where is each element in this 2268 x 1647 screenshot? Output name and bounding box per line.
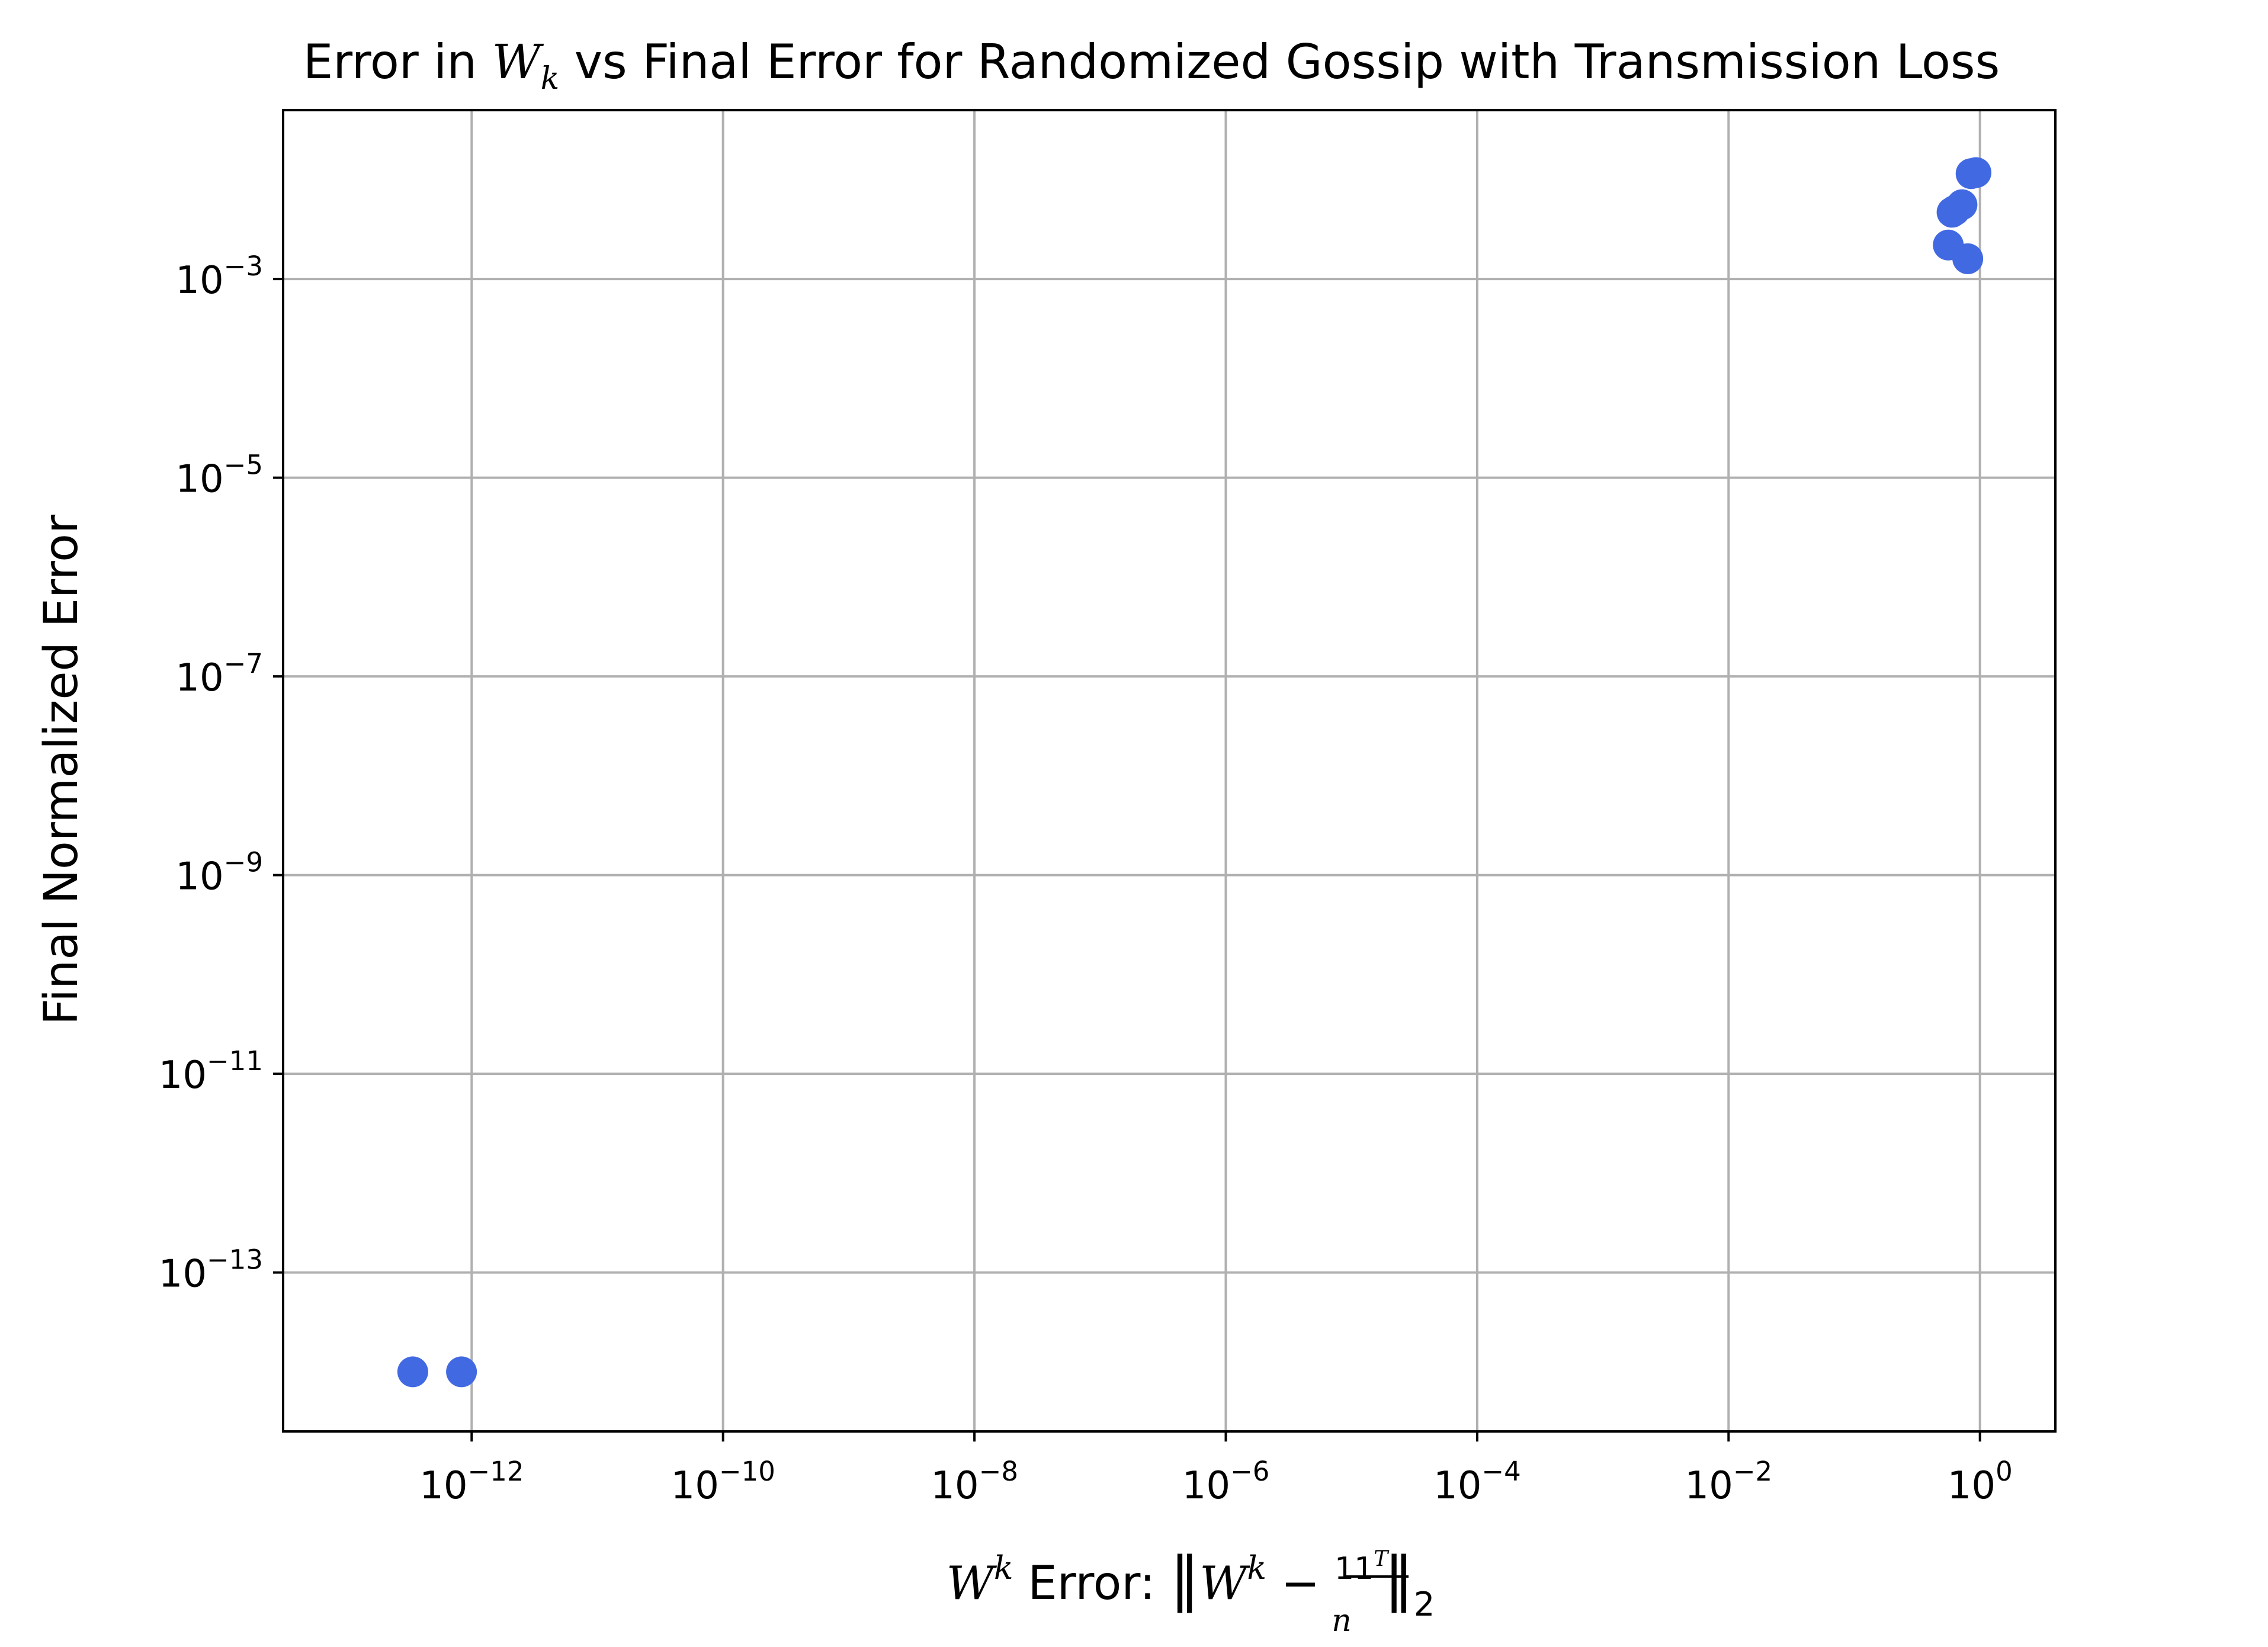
- data-point-0: [397, 1356, 428, 1388]
- data-points: [397, 157, 1991, 1388]
- plot-frame: [282, 109, 2057, 1433]
- x-axis-ticks: 10−12 10−10 10−8 10−6 10−4 10−2 100: [419, 1431, 2013, 1508]
- y-axis-label: Final Normalized Error: [35, 514, 88, 1025]
- y-tick-label: 10−5: [175, 450, 263, 502]
- y-tick-label: 10−11: [159, 1045, 263, 1097]
- x-tick-label: 10−8: [931, 1456, 1018, 1508]
- data-point-6: [1939, 195, 1971, 226]
- grid-lines: [283, 110, 2055, 1431]
- x-axis-label: Wk Error: ‖Wk − 11T n‖2: [947, 1544, 1435, 1639]
- data-point-8: [1952, 243, 1984, 274]
- x-tick-label: 10−2: [1685, 1456, 1772, 1508]
- x-tick-label: 10−12: [419, 1456, 524, 1508]
- chart-title: Error in Wk vs Final Error for Randomize…: [303, 34, 2000, 97]
- data-point-3: [1960, 157, 1991, 188]
- x-tick-label: 100: [1948, 1456, 2013, 1508]
- y-tick-label: 10−13: [159, 1244, 263, 1296]
- data-point-1: [446, 1356, 477, 1388]
- y-tick-label: 10−9: [175, 847, 263, 899]
- y-axis-ticks: 10−3 10−5 10−7 10−9 10−11 10−13: [159, 251, 283, 1296]
- x-tick-label: 10−4: [1433, 1456, 1521, 1508]
- x-tick-label: 10−6: [1182, 1456, 1270, 1508]
- y-tick-label: 10−7: [175, 648, 263, 700]
- x-tick-label: 10−10: [671, 1456, 775, 1508]
- y-tick-label: 10−3: [175, 251, 263, 303]
